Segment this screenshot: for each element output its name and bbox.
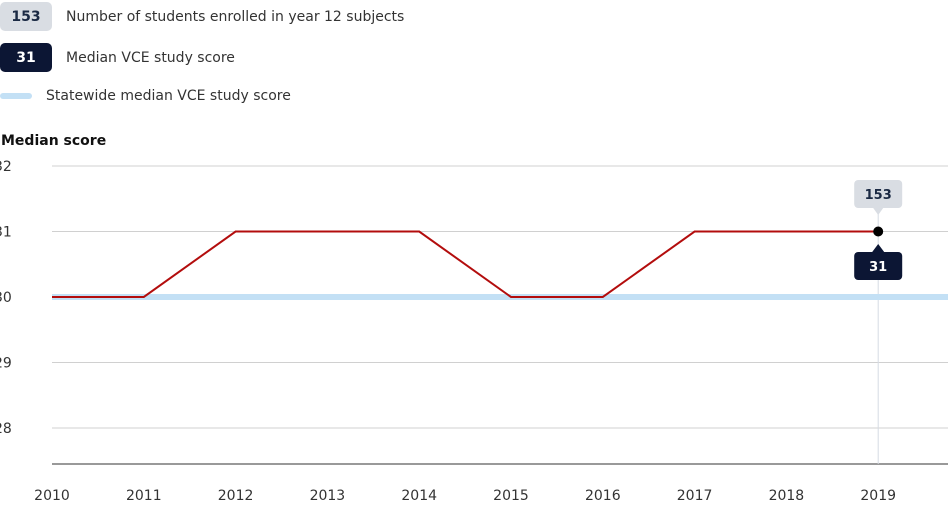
y-tick-label: 32 [0, 159, 12, 175]
y-tick-label: 29 [0, 356, 12, 372]
y-tick-label: 31 [0, 225, 12, 241]
x-tick-label: 2017 [677, 488, 713, 504]
legend-median: 31 Median VCE study score [0, 43, 235, 72]
tooltip-median-pointer [872, 244, 885, 252]
tooltip-median-value: 31 [869, 260, 887, 275]
x-tick-label: 2014 [401, 488, 437, 504]
grid-lines [52, 165, 948, 465]
median-score-line [52, 230, 879, 298]
tooltip-median-box [854, 252, 903, 280]
x-tick-label: 2012 [218, 488, 254, 504]
x-tick-label: 2019 [860, 488, 896, 504]
highlight-dot [873, 226, 884, 237]
tooltip-enrolled-value: 153 [865, 188, 892, 203]
legend-enrolled: 153 Number of students enrolled in year … [0, 2, 404, 31]
median-label: Median VCE study score [66, 49, 235, 66]
x-tick-label: 2013 [310, 488, 346, 504]
y-tick-label: 30 [0, 290, 12, 306]
tooltip-enrolled-pointer [873, 208, 884, 215]
x-tick-labels: 2010 2011 2012 2013 2014 2015 2016 2017 2018 2019 [34, 488, 896, 504]
tooltip-enrolled-box [854, 180, 903, 208]
enrolled-label: Number of students enrolled in year 12 s… [66, 8, 405, 25]
y-axis-title: Median score [1, 133, 107, 149]
y-tick-label: 28 [0, 421, 12, 437]
y-tick-labels: 32 31 30 29 28 [0, 159, 12, 437]
x-tick-label: 2018 [769, 488, 805, 504]
x-tick-label: 2016 [585, 488, 621, 504]
series-lines [51, 230, 948, 300]
highlight-marker: 153 31 [854, 180, 903, 280]
x-tick-label: 2015 [493, 488, 529, 504]
x-tick-label: 2011 [126, 488, 162, 504]
median-badge: 31 [0, 43, 52, 72]
enrolled-badge: 153 [0, 2, 52, 31]
x-tick-label: 2010 [34, 488, 70, 504]
legend-statewide: Statewide median VCE study score [0, 88, 291, 104]
statewide-label: Statewide median VCE study score [46, 88, 291, 104]
statewide-swatch [0, 93, 32, 99]
